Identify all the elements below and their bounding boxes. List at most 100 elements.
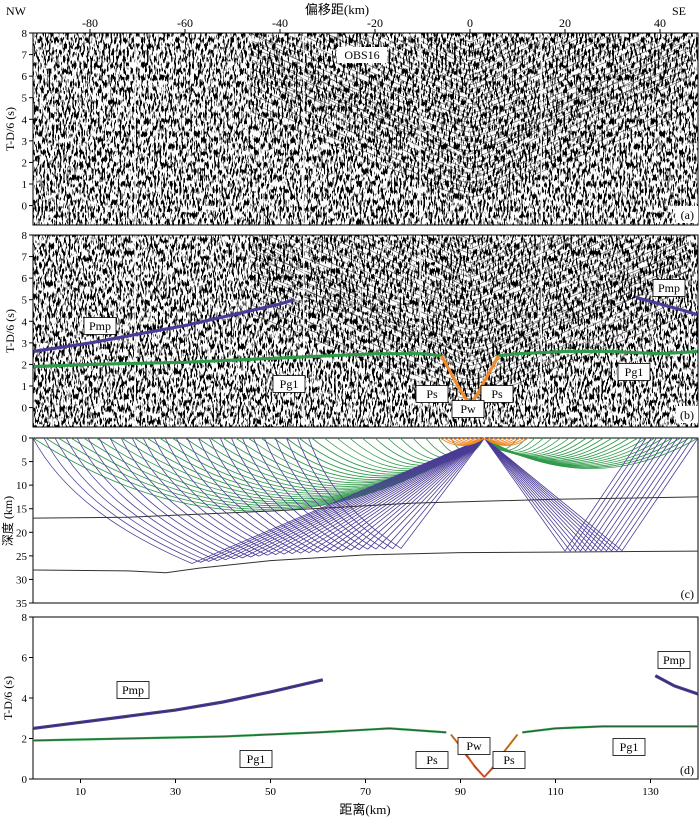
moveout-trace [374,235,471,283]
label-pmp-left-box [116,681,150,699]
y-tick-label: 8 [22,28,28,40]
moveout-trace [251,76,471,152]
moveout-trace [251,111,471,198]
y-tick-label: 4 [22,114,28,126]
ray-pmp [186,437,485,554]
y-tick-label: 4 [22,316,28,328]
pick-pg1-2 [32,352,442,369]
moveout-trace [469,36,528,67]
label-pg1-left-box [272,375,306,393]
ray-pmp [483,437,642,552]
moveout-trace [469,278,689,381]
moveout-trace [327,33,471,100]
label-pg1-right-box [617,363,651,381]
moveout-trace [374,33,471,81]
y-tick-label: 3 [22,338,28,350]
label-ps-right-box [492,751,526,769]
label-pmp-right-box [652,279,686,297]
moveout-trace [469,59,689,169]
panel-a: 0 1 2 3 4 5 6 7 8 T-D/6 (s) OBS16 (a) [3,28,699,226]
y-tick-label: 10 [16,480,28,492]
moveout-trace [469,76,689,152]
ray-pmp [120,437,485,557]
moveout-trace [251,33,471,124]
moveout-trace [469,36,518,62]
ray-pmp [483,437,688,552]
y-tick-label: 6 [22,653,28,665]
obs-label: OBS16 [344,48,379,62]
x-tick-label: 130 [642,786,659,798]
label-pmp-right-box [657,651,691,669]
moveout-trace [431,36,471,57]
moveout-trace [469,235,575,288]
panel-c-ylabel: 深度 (km) [0,496,15,546]
moveout-trace [441,36,471,52]
moveout-trace [251,235,471,326]
label-pg1-left: Pg1 [247,752,266,766]
ray-pmp [483,437,652,552]
moveout-trace [469,238,518,264]
moveout-trace [251,263,471,345]
panel-d-xticks: 10 30 50 70 90 110 130 [75,779,659,798]
moveout-trace [251,304,471,395]
y-tick-label: 15 [16,504,28,516]
label-pg1-right: Pg1 [620,740,639,754]
y-tick-label: 8 [22,612,28,624]
moveout-trace [412,36,471,67]
y-tick-label: 1 [22,179,28,191]
calc-pmp-0 [32,679,323,729]
top-tick-label: 0 [467,16,473,30]
moveout-trace [469,239,547,278]
label-ps-left-box [415,385,449,403]
label-ps-left: Ps [426,753,438,767]
moveout-trace [469,235,642,311]
ray-pmp [197,437,485,553]
interface-1 [32,550,699,574]
moveout-trace [469,237,623,307]
moveout-trace [469,278,689,354]
ray-pmp [297,437,485,550]
panel-a-ylabel: T-D/6 (s) [3,107,17,151]
moveout-trace [412,238,471,269]
ray-pmp [483,437,683,552]
label-ps-left: Ps [426,387,438,401]
moveout-trace [469,35,651,114]
moveout-trace [469,102,689,193]
moveout-trace [346,238,471,297]
moveout-trace [393,239,471,278]
ray-pmp [253,437,485,551]
ray-pmp [208,437,485,553]
y-tick-label: 1 [22,381,28,393]
pick-pmp-1 [635,296,699,317]
ray-pmp [308,437,485,549]
moveout-trace [469,36,509,57]
moveout-trace [469,47,689,133]
y-tick-label: 5 [22,457,28,469]
moveout-trace [469,67,689,174]
moveout-trace [251,249,471,335]
moveout-trace [298,235,471,311]
ray-pmp [264,437,485,550]
label-ps-left-box [415,751,449,769]
panel-d-yticks: 0 2 4 6 8 [22,612,33,786]
calc-pmp-1 [655,675,699,695]
moveout-trace [469,33,689,155]
moveout-trace [469,238,528,269]
moveout-trace [469,238,499,254]
moveout-trace [251,94,471,188]
y-tick-label: 7 [22,252,28,264]
moveout-trace [251,54,471,138]
label-pmp-left: Pmp [122,683,144,697]
y-tick-label: 20 [16,527,28,539]
ray-pmp [275,437,485,550]
label-pmp-right: Pmp [658,281,680,295]
interface-0 [32,496,699,519]
ray-pmp [483,437,699,552]
label-pw: Pw [460,402,476,416]
moveout-trace [469,270,689,349]
moveout-trace [469,239,490,250]
moveout-trace [422,36,471,62]
ray-pmp [483,437,673,552]
ray-pmp [32,437,485,564]
moveout-trace [441,238,471,254]
